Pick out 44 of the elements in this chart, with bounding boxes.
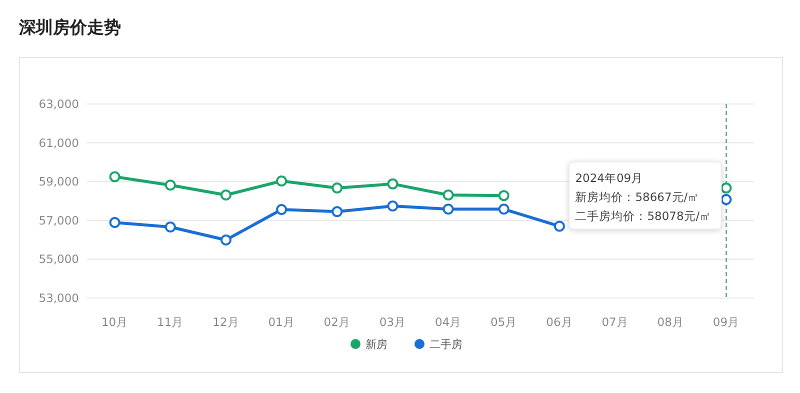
point — [164, 221, 176, 232]
point — [332, 182, 343, 194]
annotation: 新房均价：58667元/㎡ — [575, 190, 700, 204]
point — [220, 189, 232, 200]
x-tick-label: 04月 — [434, 315, 462, 329]
chart-title: 深圳房价走势 — [18, 18, 121, 38]
x-tick-label: 09月 — [712, 315, 740, 329]
point — [164, 180, 176, 191]
point — [276, 176, 288, 187]
x-tick-label: 07月 — [602, 315, 628, 329]
point — [720, 182, 732, 194]
x-tick-label: 06月 — [546, 315, 573, 329]
point — [442, 189, 454, 200]
y-tick-label: 59,000 — [38, 174, 79, 189]
y-tick-label: 63,000 — [38, 97, 79, 111]
x-tick-label: 11月 — [157, 315, 184, 329]
legend-label: 二手房 — [430, 338, 462, 351]
tooltip: 2024年09月 新房均价：58667元/㎡ 二手房均价：58078元/㎡ — [568, 162, 722, 230]
y-tick-label: 55,000 — [38, 252, 79, 266]
point — [442, 204, 454, 215]
x-tick-label: 03月 — [379, 315, 406, 329]
y-tick-label: 57,000 — [38, 213, 79, 228]
point — [387, 178, 398, 190]
x-tick-label: 12月 — [212, 315, 240, 329]
point — [498, 190, 510, 202]
annotation: 2024年09月 — [575, 171, 644, 185]
x-tick-label: 10月 — [101, 315, 128, 329]
y-tick-label: 61,000 — [38, 136, 79, 150]
point — [387, 200, 398, 212]
point — [498, 204, 510, 215]
x-tick-label: 08月 — [657, 315, 684, 329]
point — [220, 234, 232, 246]
legend-label: 新房 — [366, 338, 388, 351]
point — [109, 171, 120, 182]
point — [720, 194, 732, 205]
point — [109, 217, 120, 228]
x-tick-label: 05月 — [490, 315, 518, 329]
x-tick-label: 01月 — [268, 315, 295, 329]
point — [276, 204, 288, 216]
point — [554, 220, 565, 232]
annotation: 二手房均价：58078元/㎡ — [575, 209, 712, 223]
x-tick-label: 02月 — [324, 315, 350, 329]
point — [332, 206, 343, 218]
y-tick-label: 53,000 — [38, 291, 79, 305]
